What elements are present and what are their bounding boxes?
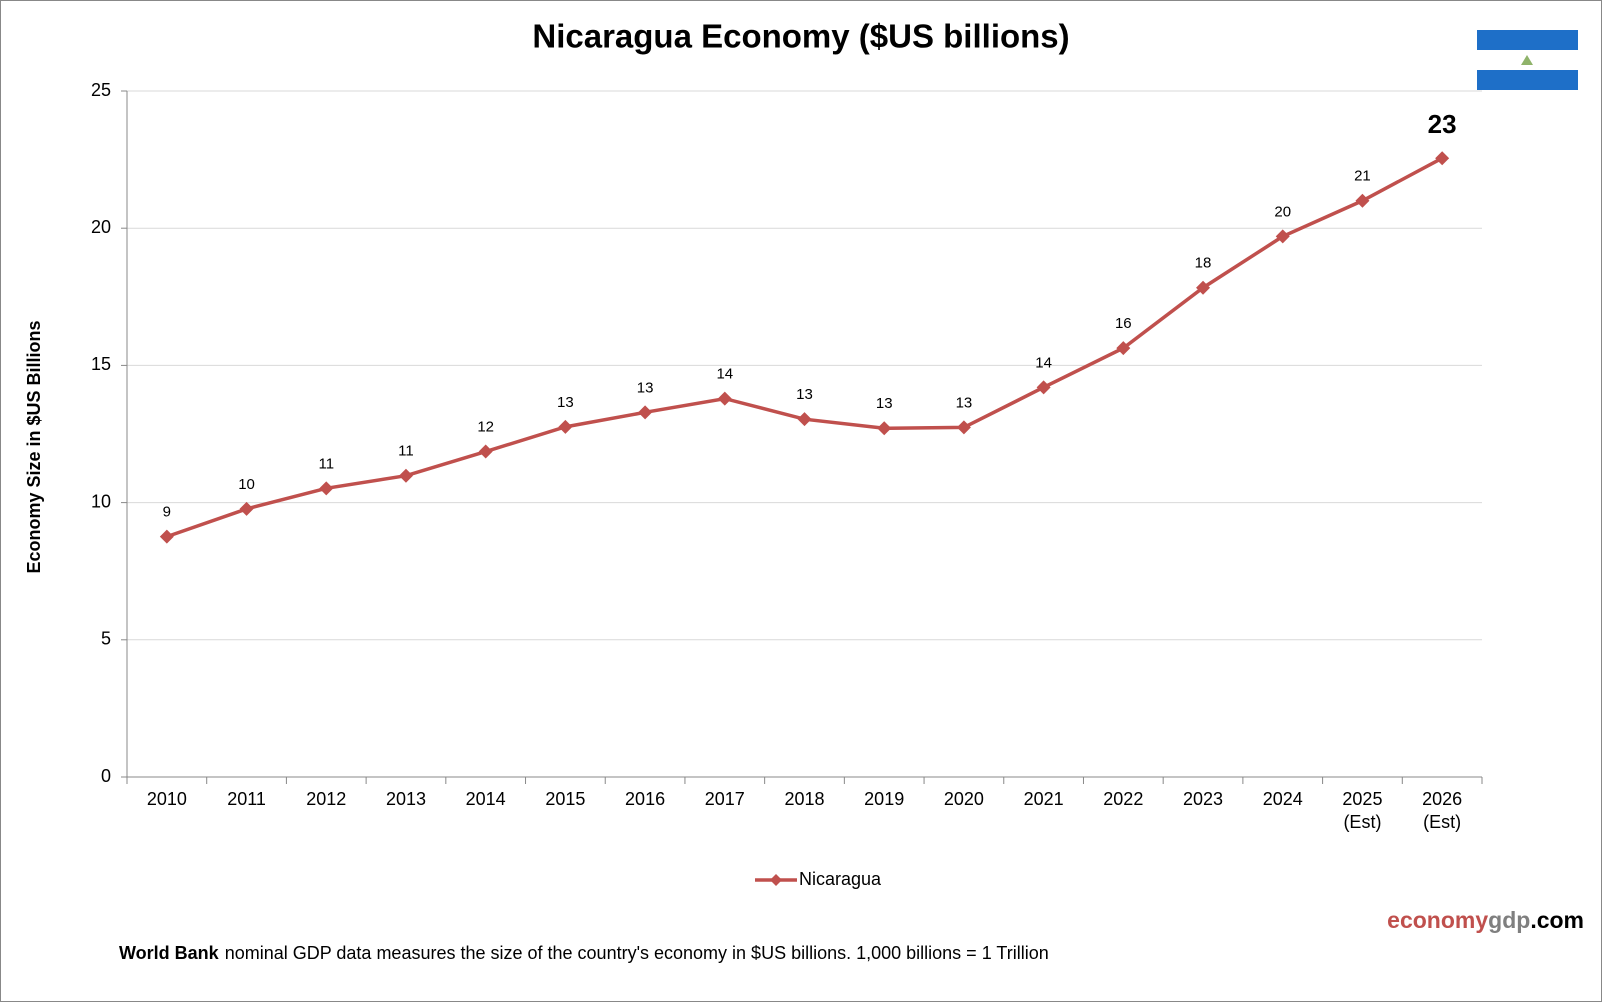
watermark-part: gdp (1488, 907, 1530, 933)
x-tick-label: 2026 (Est) (1422, 789, 1463, 832)
x-tick-label: 2024 (1262, 789, 1303, 809)
marker (1275, 229, 1290, 244)
data-label: 9 (163, 504, 171, 521)
data-label: 20 (1274, 203, 1291, 220)
x-tick-label: 2015 (545, 789, 586, 809)
marker (1435, 151, 1450, 166)
data-label: 21 (1354, 168, 1371, 185)
marker (478, 444, 493, 459)
data-label: 23 (1428, 109, 1457, 139)
marker (1196, 280, 1211, 295)
watermark-part: .com (1530, 907, 1584, 933)
data-label: 10 (238, 476, 255, 493)
marker (398, 468, 413, 483)
y-tick-label: 0 (101, 766, 111, 786)
watermark: economygdp.com (1387, 907, 1584, 933)
x-tick-label: 2019 (864, 789, 905, 809)
data-label: 11 (318, 455, 334, 472)
data-label: 18 (1195, 255, 1212, 272)
y-tick-label: 15 (91, 354, 111, 374)
data-label: 13 (557, 394, 574, 411)
x-tick-label: 2025 (Est) (1342, 789, 1383, 832)
marker (1036, 380, 1051, 395)
legend-label: Nicaragua (799, 869, 882, 889)
watermark-part: economy (1387, 907, 1488, 933)
x-tick-label: 2020 (943, 789, 984, 809)
data-label: 14 (716, 366, 733, 383)
x-tick-label: 2010 (146, 789, 187, 809)
legend-marker (770, 874, 782, 886)
marker (319, 481, 334, 496)
x-tick-label: 2018 (784, 789, 825, 809)
marker (717, 391, 732, 406)
data-label: 16 (1115, 315, 1132, 332)
x-tick-label: 2017 (704, 789, 745, 809)
y-tick-label: 5 (101, 629, 111, 649)
data-label: 13 (956, 394, 973, 411)
data-label: 13 (796, 386, 813, 403)
marker (797, 412, 812, 427)
marker (1355, 193, 1370, 208)
footnote: World Bank nominal GDP data measures the … (119, 943, 1049, 963)
x-tick-label: 2013 (385, 789, 426, 809)
x-tick-label: 2023 (1182, 789, 1224, 809)
x-tick-label: 2012 (306, 789, 347, 809)
data-label: 12 (477, 419, 494, 436)
x-tick-label: 2022 (1103, 789, 1144, 809)
x-tick-label: 2014 (465, 789, 506, 809)
marker (239, 501, 254, 516)
marker (877, 421, 892, 436)
y-axis-label: Economy Size in $US Billions (24, 320, 44, 573)
data-label: 13 (876, 395, 893, 412)
y-tick-label: 20 (91, 217, 111, 237)
footnote-text: nominal GDP data measures the size of th… (225, 943, 1049, 963)
data-label: 14 (1035, 354, 1052, 371)
marker (159, 529, 174, 544)
footnote-bold: World Bank (119, 943, 220, 963)
line (166, 156, 1443, 539)
marker (638, 405, 653, 420)
data-label: 13 (637, 379, 654, 396)
x-tick-label: 2016 (625, 789, 666, 809)
data-label: 11 (398, 443, 414, 460)
flag (1477, 30, 1578, 90)
y-tick-label: 10 (91, 491, 111, 511)
marker (558, 419, 573, 434)
y-tick-label: 25 (91, 80, 111, 100)
x-tick-label: 2021 (1023, 789, 1064, 809)
marker (1116, 341, 1131, 356)
marker (956, 420, 971, 435)
x-tick-label: 2011 (227, 789, 266, 809)
chart-title: Nicaragua Economy ($US billions) (532, 18, 1069, 55)
